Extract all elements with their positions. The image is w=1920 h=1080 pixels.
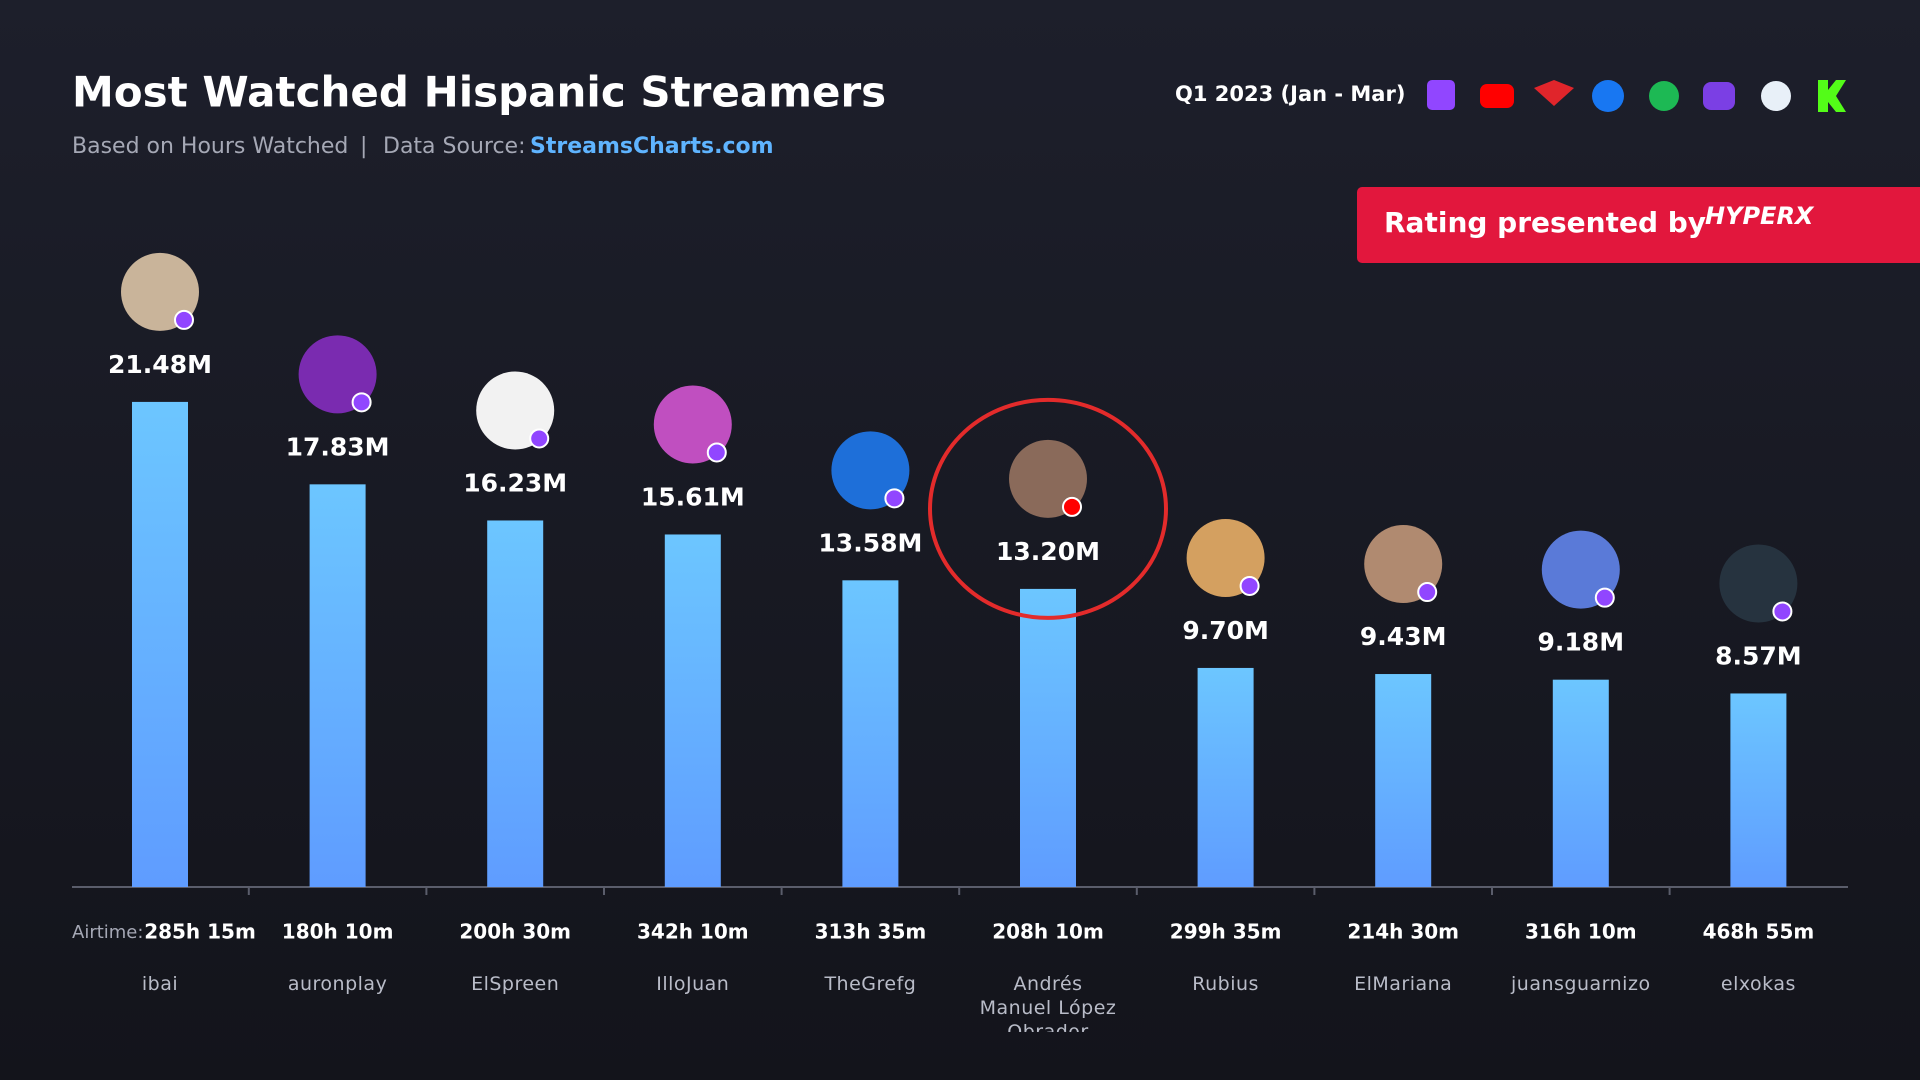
value-label: 16.23M <box>463 468 567 497</box>
bar <box>132 401 188 887</box>
value-label: 17.83M <box>286 432 390 461</box>
value-label: 9.43M <box>1360 622 1447 651</box>
bar <box>842 580 899 887</box>
bar <box>309 484 366 887</box>
airtime: 299h 35m <box>1170 920 1282 944</box>
bar <box>1197 667 1254 887</box>
value-label: 9.18M <box>1538 628 1625 657</box>
category-label-box: juansguarnizo <box>1511 973 1651 995</box>
icon-youtube <box>1480 84 1514 108</box>
category-label-box: ElMariana <box>1354 973 1453 995</box>
value-label: 15.61M <box>641 482 745 511</box>
period: Q1 2023 (Jan - Mar) <box>1175 82 1405 106</box>
avatar-badge <box>529 428 550 449</box>
airtime: 316h 10m <box>1525 920 1637 944</box>
avatar-badge <box>1239 575 1260 596</box>
icon-nimo <box>1649 81 1679 111</box>
airtime: 285h 15m <box>144 920 256 944</box>
avatar-badge <box>706 442 727 463</box>
value-label: 8.57M <box>1715 641 1802 670</box>
category-label: ElMariana <box>1354 973 1453 995</box>
bar <box>1375 674 1432 887</box>
icon-kick <box>1818 80 1846 112</box>
platform-icons <box>1427 80 1846 112</box>
bar <box>487 520 544 887</box>
bar <box>1552 679 1609 887</box>
sponsor-logo: HYPERX <box>1705 202 1815 230</box>
highlight-ring <box>928 397 1168 620</box>
category-label: ElSpreen <box>471 973 560 995</box>
icon-facebook <box>1592 80 1624 112</box>
bar <box>664 534 721 887</box>
avatar-badge <box>1772 601 1793 622</box>
bar <box>1020 588 1076 887</box>
airtime: 214h 30m <box>1347 920 1459 944</box>
category-label: juansguarnizo <box>1511 973 1651 995</box>
airtime: 468h 55m <box>1703 920 1815 944</box>
category-label-box: elxokas <box>1720 973 1796 995</box>
chart-title: Most Watched Hispanic Streamers <box>72 68 886 117</box>
icon-booyah <box>1703 82 1735 110</box>
avatar-badge <box>1062 496 1082 517</box>
bar <box>1730 693 1787 887</box>
category-label-box: Andrés Manuel López Obrador <box>979 973 1117 1032</box>
icon-trovo <box>1534 80 1574 106</box>
category-label-box: TheGrefg <box>824 973 917 995</box>
category-label-box: ElSpreen <box>471 973 560 995</box>
category-label: TheGrefg <box>824 973 917 995</box>
airtime: 313h 35m <box>815 920 927 944</box>
sponsor-banner <box>1357 187 1920 263</box>
icon-twitch <box>1427 80 1455 110</box>
value-label: 21.48M <box>108 350 212 379</box>
icon-vk <box>1761 81 1791 111</box>
category-label: Rubius <box>1192 973 1259 995</box>
value-label: 9.70M <box>1182 616 1269 645</box>
value-label: 13.58M <box>818 528 922 557</box>
category-label: ibai <box>141 973 179 995</box>
avatar-badge <box>884 488 905 509</box>
airtime-label: Airtime: <box>72 922 143 943</box>
airtime: 208h 10m <box>992 920 1104 944</box>
category-label-box: ibai <box>141 973 179 995</box>
avatar-badge <box>1417 582 1438 603</box>
airtime: 200h 30m <box>459 920 571 944</box>
sponsor-text: Rating presented by <box>1384 206 1706 239</box>
category-label: IlloJuan <box>656 973 730 995</box>
airtime: 180h 10m <box>282 920 394 944</box>
category-label-box: auronplay <box>287 973 388 995</box>
category-label-box: IlloJuan <box>656 973 730 995</box>
subtitle: Based on Hours Watched <box>72 134 348 159</box>
source[interactable]: StreamsCharts.com <box>530 134 774 159</box>
value-label: 13.20M <box>996 537 1100 566</box>
avatar-badge <box>1594 587 1615 608</box>
category-label-box: Rubius <box>1192 973 1259 995</box>
category-label: Andrés Manuel López Obrador <box>979 973 1117 1032</box>
source-label: Data Source: <box>383 134 526 159</box>
category-label: elxokas <box>1720 973 1796 995</box>
separator: | <box>360 134 367 159</box>
avatar-badge <box>174 309 194 330</box>
airtime: 342h 10m <box>637 920 749 944</box>
avatar-badge <box>351 392 372 413</box>
category-label: auronplay <box>287 973 388 995</box>
